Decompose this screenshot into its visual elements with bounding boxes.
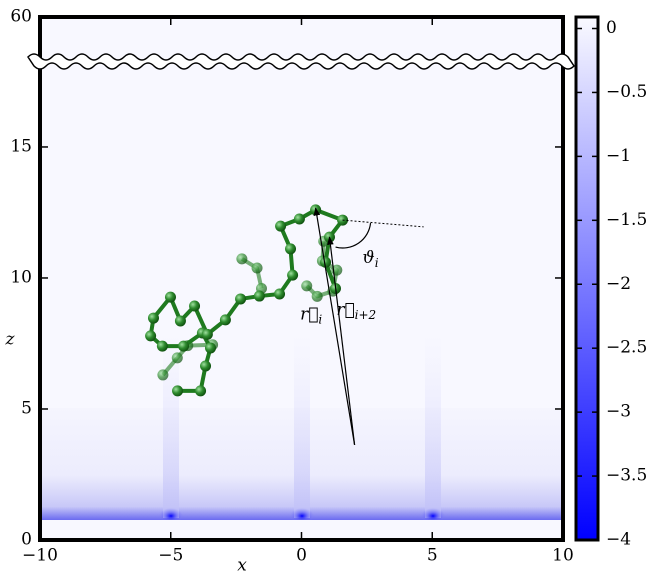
chain-bead (252, 263, 263, 274)
chain-bead (157, 341, 168, 352)
chain-bead (205, 342, 216, 353)
chain-bead (195, 385, 206, 396)
y-tick-label: 10 (10, 267, 32, 287)
angle-subscript: i (375, 256, 379, 270)
chain-bead (200, 361, 211, 372)
chain-bead (274, 288, 285, 299)
chain-bead (157, 369, 168, 380)
field-streak (294, 330, 310, 518)
y-tick-label: 15 (10, 136, 32, 156)
y-tick-label: 0 (21, 530, 32, 550)
colorbar-tick-label: −2 (606, 274, 631, 294)
colorbar-tick-label: −1.5 (606, 210, 647, 230)
y-axis-label: z (5, 330, 16, 350)
colorbar-tick-label: −2.5 (606, 338, 647, 358)
chain-bead (189, 301, 200, 312)
chain-bead (275, 221, 286, 232)
chain-bead (236, 253, 247, 264)
x-tick-label: 10 (552, 546, 574, 566)
colorbar-tick-label: −4 (606, 530, 631, 550)
x-tick-label: −5 (158, 546, 183, 566)
break-wave (28, 54, 574, 69)
chain-bead (172, 385, 183, 396)
heatmap (40, 17, 563, 540)
chain-bead (220, 314, 231, 325)
chain-bead (285, 243, 296, 254)
x-tick-label: 0 (296, 546, 307, 566)
vector-symbol: r⃗ (336, 299, 354, 319)
chain-bead (178, 341, 189, 352)
chain-bead (235, 293, 246, 304)
chain-bead (294, 214, 305, 225)
colorbar-tick-label: −1 (606, 146, 631, 166)
chain-bead (301, 280, 312, 291)
chain-bead (202, 329, 213, 340)
y-tick-label: 5 (21, 398, 32, 418)
chain-bead (165, 292, 176, 303)
colorbar-tick-label: −3.5 (606, 466, 647, 486)
x-tick-label: 5 (427, 546, 438, 566)
chain-bead (254, 291, 265, 302)
y-tick-label: 60 (10, 7, 32, 27)
field-streak (425, 330, 441, 518)
axis-break (28, 54, 574, 69)
chain-bead (287, 270, 298, 281)
vector-symbol: r⃗ (300, 304, 318, 324)
colorbar (576, 17, 598, 540)
vector-subscript: i (318, 312, 322, 326)
angle-symbol: ϑ (363, 248, 375, 268)
vector-subscript: i+2 (355, 307, 377, 321)
chain-bead (312, 291, 323, 302)
chain-bead (175, 315, 186, 326)
figure: x z −10−50510051015600−0.5−1−1.5−2−2.5−3… (0, 0, 655, 578)
colorbar-tick-label: −3 (606, 402, 631, 422)
colorbar-tick-label: 0 (606, 18, 617, 38)
chain-bead (145, 330, 156, 341)
colorbar-tick-label: −0.5 (606, 82, 647, 102)
chain-bead (172, 352, 183, 363)
x-axis-label: x (237, 556, 247, 576)
chain-bead (148, 313, 159, 324)
